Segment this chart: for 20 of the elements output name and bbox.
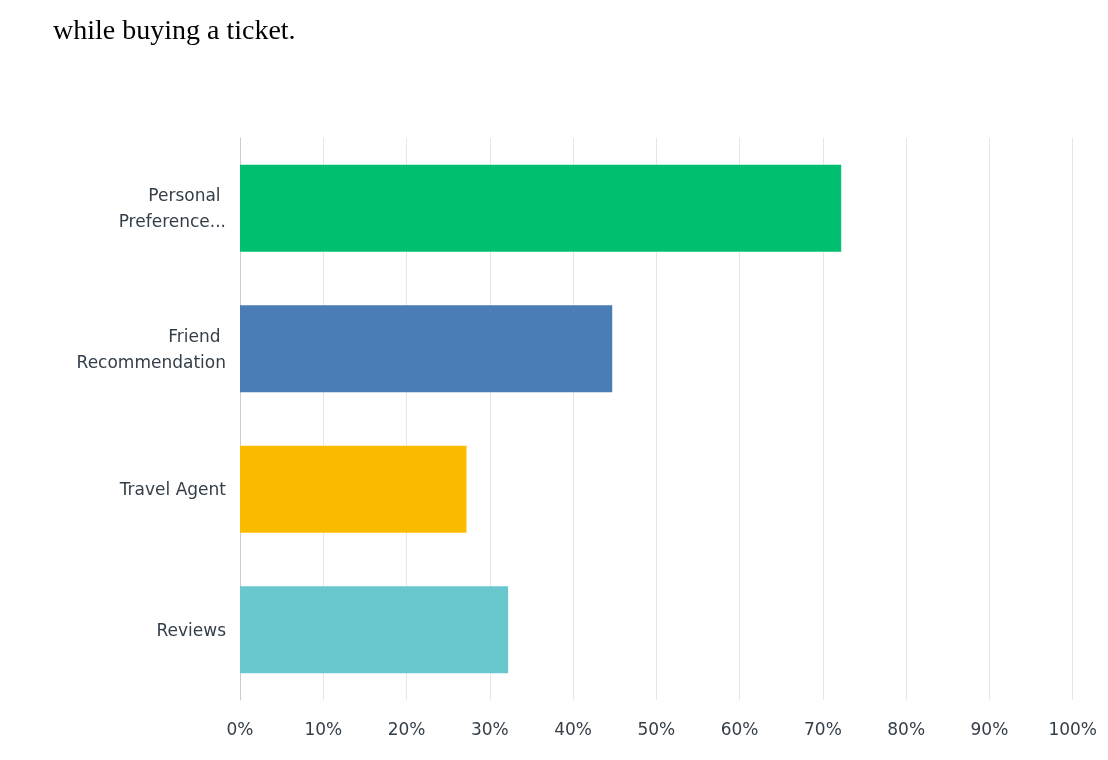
x-tick-label: 80% [887,718,926,739]
x-tick-label: 10% [304,718,343,739]
bar [240,164,842,252]
x-tick-label: 90% [970,718,1009,739]
x-tick-label: 0% [226,718,254,739]
bar [240,586,509,674]
x-tick-label: 40% [554,718,592,739]
y-tick-label: Personal Preference... [118,185,226,232]
x-tick-label: 70% [803,718,842,739]
y-tick-label: Friend Recommendation [76,325,226,372]
x-tick-label: 60% [720,718,759,739]
x-tick-label: 30% [470,718,509,739]
bar [240,445,467,533]
bar [240,305,613,393]
y-tick-label: Reviews [156,619,227,640]
x-tick-label: 20% [387,718,426,739]
chart-title: while buying a ticket. [53,13,296,45]
y-tick-label: Travel Agent [118,479,227,500]
x-tick-label: 50% [637,718,676,739]
x-tick-label: 100% [1048,718,1097,739]
